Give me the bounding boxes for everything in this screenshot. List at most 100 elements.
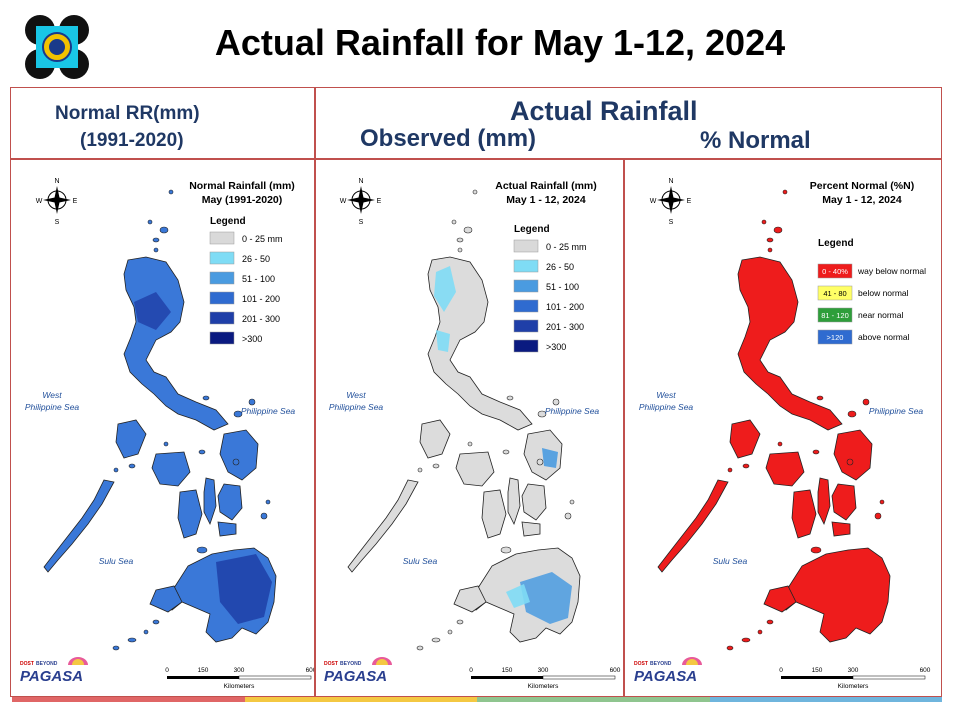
- scale-tick: 150: [502, 667, 513, 674]
- legend-label: near normal: [858, 310, 903, 320]
- compass-needle: [657, 197, 685, 203]
- small-island: [451, 219, 457, 225]
- legend-label: 26 - 50: [242, 254, 270, 264]
- small-island: [874, 512, 882, 520]
- compass-n: N: [668, 178, 673, 185]
- compass-s: S: [55, 219, 60, 226]
- pagasa-top: DOST: [324, 661, 338, 667]
- legend-swatch: [817, 263, 853, 279]
- small-island: [564, 512, 572, 520]
- small-island: [773, 226, 783, 234]
- small-island: [416, 645, 424, 651]
- rainfall-zone: [520, 572, 572, 624]
- umbrella-icon: [376, 659, 388, 665]
- normal-header-line2: (1991-2020): [80, 130, 184, 151]
- legend-swatch: [209, 331, 235, 345]
- pagasa-tag: BEYOND: [36, 661, 58, 667]
- map-svg: N S E W Normal Rainfall (mm) May (1991-2020) W…: [20, 178, 314, 690]
- philippines-landmass: [43, 189, 277, 651]
- scale-tick: 300: [538, 667, 549, 674]
- content-frame: [10, 87, 942, 697]
- footer-segment: [477, 697, 710, 702]
- legend-label: way below normal: [857, 266, 926, 276]
- small-island: [168, 189, 174, 195]
- legend-swatch: [817, 329, 853, 345]
- small-island: [569, 499, 575, 505]
- small-island: [741, 637, 751, 643]
- map-title: Percent Normal (%N): [810, 180, 914, 192]
- legend-label: 201 - 300: [242, 314, 280, 324]
- divider: [10, 158, 942, 160]
- small-island: [766, 619, 774, 625]
- footer-segment: [12, 697, 245, 702]
- map-subtitle: May 1 - 12, 2024: [822, 194, 902, 206]
- legend-label: 0 - 25 mm: [242, 234, 283, 244]
- small-island: [742, 463, 750, 469]
- legend-swatch-label: 0 - 40%: [822, 267, 848, 276]
- small-island: [248, 398, 256, 406]
- small-island: [456, 237, 464, 243]
- sea-label: Philippine Sea: [869, 406, 924, 416]
- compass-w: W: [340, 198, 347, 205]
- island: [791, 489, 817, 539]
- small-island: [112, 645, 120, 651]
- small-island: [472, 189, 478, 195]
- legend-swatch-label: 41 - 80: [823, 289, 846, 298]
- map-panel-normal: N S E W Normal Rainfall (mm) May (1991-2020) W…: [12, 162, 314, 697]
- scale-tick: 0: [779, 667, 783, 674]
- pagasa-tag: BEYOND: [650, 661, 672, 667]
- compass-e: E: [687, 198, 692, 205]
- umbrella-icon: [686, 659, 698, 665]
- legend-label: 26 - 50: [546, 262, 574, 272]
- small-island: [847, 410, 857, 418]
- small-island: [726, 645, 734, 651]
- scale-tick: 600: [920, 667, 931, 674]
- small-island: [232, 458, 240, 466]
- scale-bar: [238, 675, 312, 680]
- scale-tick: 0: [469, 667, 473, 674]
- divider: [314, 87, 316, 697]
- legend-title: Legend: [818, 238, 854, 249]
- sea-label: Philippine Sea: [545, 406, 600, 416]
- legend-swatch: [513, 239, 539, 253]
- dost-logo: [25, 15, 89, 79]
- legend-swatch: [209, 311, 235, 325]
- small-island: [417, 467, 423, 473]
- scale-tick: 300: [234, 667, 245, 674]
- small-island: [537, 410, 547, 418]
- small-island: [457, 247, 463, 253]
- legend-swatch: [817, 285, 853, 301]
- small-island: [777, 441, 783, 447]
- small-island: [198, 449, 206, 455]
- scale-bar: [471, 676, 543, 679]
- footer-segment: [244, 697, 477, 702]
- legend-label: above normal: [858, 332, 910, 342]
- legend-swatch: [513, 319, 539, 333]
- island: [151, 451, 191, 487]
- compass-e: E: [377, 198, 382, 205]
- compass-s: S: [359, 219, 364, 226]
- small-island: [767, 247, 773, 253]
- rainfall-zone: [506, 584, 530, 608]
- small-island: [782, 189, 788, 195]
- compass-w: W: [36, 198, 43, 205]
- small-island: [463, 226, 473, 234]
- small-island: [152, 237, 160, 243]
- normal-header-line1: Normal RR(mm): [55, 103, 200, 124]
- small-island: [727, 467, 733, 473]
- map-title: Actual Rainfall (mm): [495, 180, 597, 192]
- small-island: [766, 237, 774, 243]
- island: [347, 479, 419, 573]
- small-island: [536, 458, 544, 466]
- map-svg: N S E W Actual Rainfall (mm) May 1 - 12, 2024…: [324, 178, 621, 690]
- percent-header: % Normal: [700, 127, 811, 154]
- legend-label: 51 - 100: [242, 274, 275, 284]
- island: [453, 585, 487, 613]
- sea-label: Philippine Sea: [241, 406, 296, 416]
- compass-s: S: [669, 219, 674, 226]
- scale-tick: 600: [306, 667, 314, 674]
- legend-swatch: [209, 291, 235, 305]
